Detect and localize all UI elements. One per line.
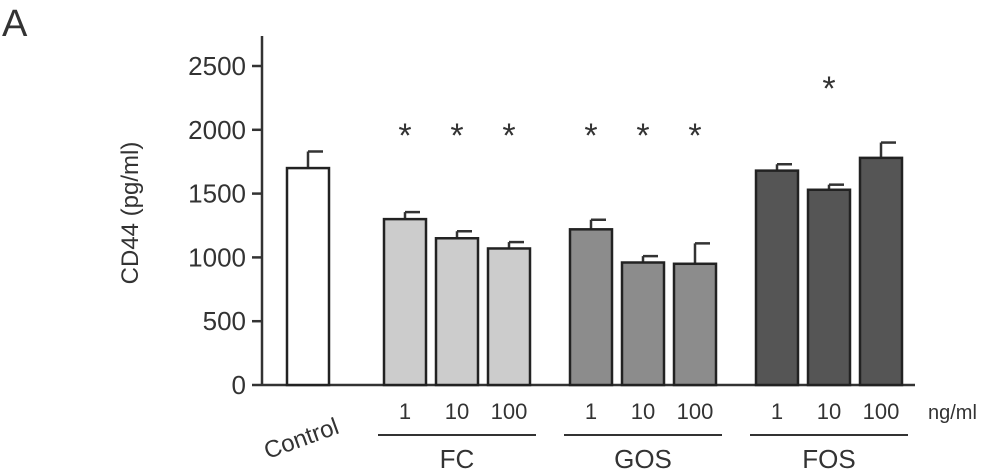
y-tick-label: 2000 — [188, 115, 246, 145]
axes: 0 500 1000 1500 2000 2500 — [188, 36, 915, 400]
y-tick-label: 2500 — [188, 51, 246, 81]
group-label: FC — [440, 444, 475, 474]
bars-group — [285, 141, 904, 387]
significance-star: * — [688, 117, 701, 155]
x-tick-label: 100 — [863, 399, 900, 424]
x-tick-label: 10 — [631, 399, 655, 424]
significance-star: * — [502, 117, 515, 155]
x-tick-label: 10 — [817, 399, 841, 424]
bar — [568, 228, 614, 387]
y-tick-label: 500 — [203, 306, 246, 336]
bar — [620, 261, 666, 387]
significance-star: * — [450, 117, 463, 155]
group-label: FOS — [802, 444, 855, 474]
significance-star: * — [398, 117, 411, 155]
significance-star: * — [584, 117, 597, 155]
unit-label: ng/ml — [928, 402, 977, 424]
bar — [382, 217, 428, 387]
x-tick-label: 1 — [399, 399, 411, 424]
y-axis-label: CD44 (pg/ml) — [117, 142, 144, 285]
x-tick-label: 100 — [677, 399, 714, 424]
x-tick-label: 1 — [771, 399, 783, 424]
significance-star: * — [636, 117, 649, 155]
bar — [434, 237, 480, 387]
bar — [672, 262, 718, 387]
y-tick-label: 0 — [232, 370, 246, 400]
x-tick-label: 10 — [445, 399, 469, 424]
bar — [285, 166, 331, 387]
x-tick-label: 100 — [491, 399, 528, 424]
y-tick-label: 1500 — [188, 179, 246, 209]
x-tick-label: Control — [260, 413, 342, 465]
significance-star: * — [822, 70, 835, 108]
panel-label: A — [2, 3, 28, 45]
bar — [806, 188, 852, 387]
y-tick-label: 1000 — [188, 242, 246, 272]
bar — [754, 169, 800, 387]
x-tick-label: 1 — [585, 399, 597, 424]
bar — [858, 156, 904, 387]
group-label: GOS — [614, 444, 672, 474]
bar — [486, 247, 532, 387]
